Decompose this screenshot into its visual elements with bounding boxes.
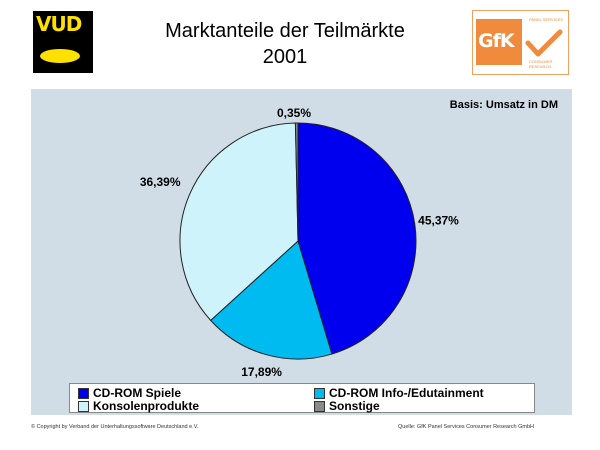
chart-panel: Basis: Umsatz in DM 45,37% 17,89% 36,39% 0,…: [31, 89, 572, 415]
legend-item-konsolenprodukte: Konsolenprodukte: [78, 399, 199, 413]
legend-swatch-sonstige: [314, 400, 325, 412]
gfk-logo-text: GfK: [478, 30, 515, 52]
check-icon: [525, 29, 563, 57]
legend-label-cd-rom-spiele: CD-ROM Spiele: [93, 386, 182, 400]
legend-swatch-konsolenprodukte: [78, 400, 89, 412]
pie-slice-cd-rom-info-edutainment: [209, 240, 333, 360]
title-line-2: 2001: [262, 46, 308, 68]
vud-logo-beam: [40, 49, 80, 63]
legend-item-cd-rom-spiele: CD-ROM Spiele: [78, 386, 181, 400]
legend-item-cd-rom-info-edutainment: CD-ROM Info-/Edutainment: [314, 386, 484, 400]
gfk-logo: GfK PANEL SERVICES CONSUMER RESEARCH: [472, 10, 569, 75]
legend-swatch-cd-rom-info-edutainment: [314, 387, 325, 399]
legend-item-sonstige: Sonstige: [314, 399, 380, 413]
gfk-logo-small-bottom: CONSUMER RESEARCH: [529, 59, 553, 69]
legend-label-cd-rom-info-edutainment: CD-ROM Info-/Edutainment: [329, 386, 484, 400]
pie-slice-konsolenprodukte: [179, 122, 299, 322]
data-label-cd-rom-info-edutainment: 17,89%: [241, 365, 282, 379]
legend-swatch-cd-rom-spiele: [78, 387, 89, 399]
source-note: Quelle: GfK Panel Services Consumer Rese…: [398, 424, 535, 430]
pie-slice-cd-rom-spiele: [297, 122, 417, 355]
legend-label-sonstige: Sonstige: [329, 399, 380, 413]
basis-note: Basis: Umsatz in DM: [449, 99, 558, 111]
data-label-cd-rom-spiele: 45,37%: [418, 213, 459, 227]
data-label-sonstige: 0,35%: [277, 106, 311, 120]
vud-logo-text: VUD: [36, 12, 82, 36]
pie-slice-sonstige: [294, 122, 299, 242]
legend: CD-ROM Spiele CD-ROM Info-/Edutainment K…: [69, 383, 535, 413]
page-title: Marktanteile der Teilmärkte 2001: [110, 18, 460, 70]
vud-logo: VUD: [33, 11, 93, 73]
pie-chart: 45,37% 17,89% 36,39% 0,35%: [140, 106, 459, 379]
copyright-note: © Copyright by Verband der Unterhaltungs…: [31, 424, 199, 430]
gfk-logo-box: GfK: [476, 19, 522, 65]
gfk-logo-small-top: PANEL SERVICES: [529, 17, 563, 22]
data-label-konsolenprodukte: 36,39%: [140, 175, 181, 189]
title-line-1: Marktanteile der Teilmärkte: [165, 20, 405, 42]
legend-label-konsolenprodukte: Konsolenprodukte: [93, 399, 200, 413]
